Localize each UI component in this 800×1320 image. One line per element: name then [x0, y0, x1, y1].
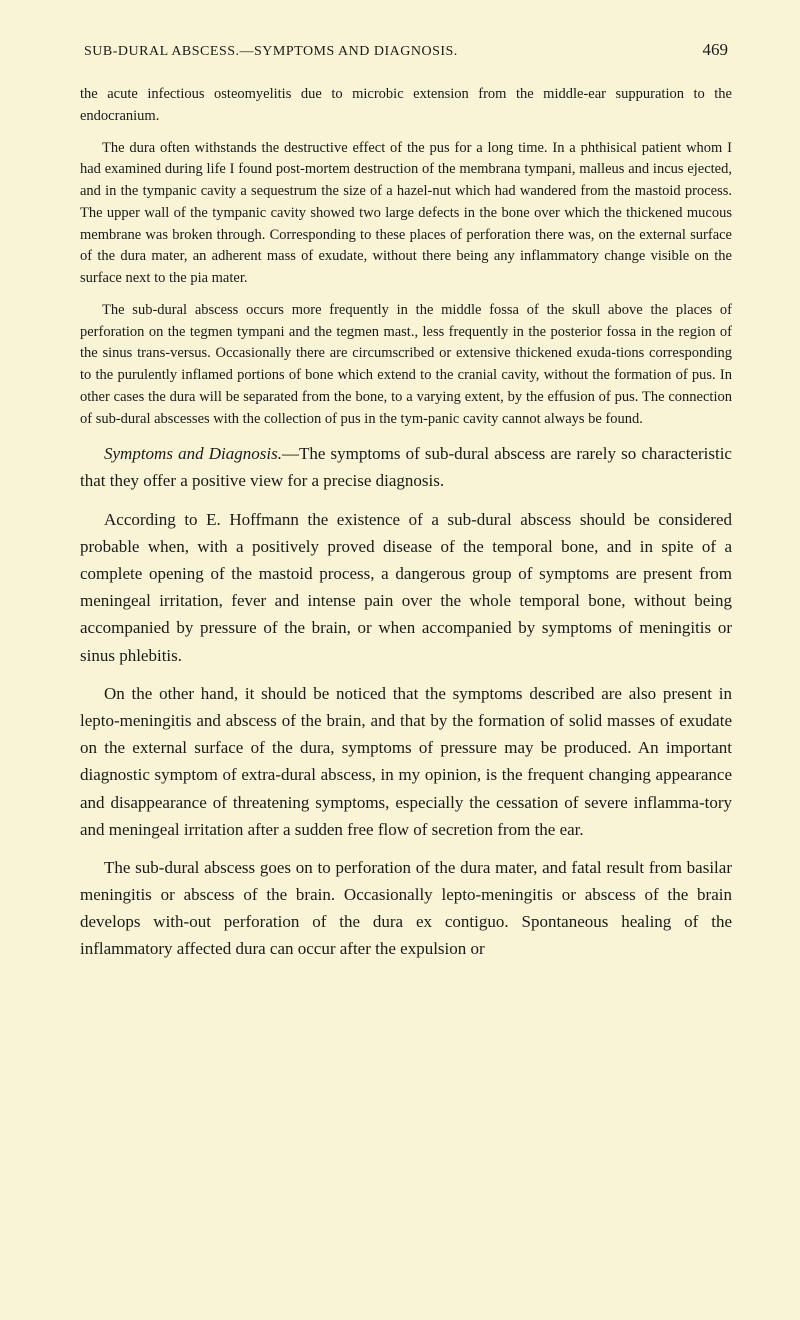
paragraph-1: the acute infectious osteomyelitis due t… [80, 84, 732, 128]
paragraph-7: The sub-dural abscess goes on to perfora… [80, 854, 732, 963]
paragraph-2: The dura often withstands the destructiv… [80, 138, 732, 290]
paragraph-4: Symptoms and Diagnosis.—The symptoms of … [80, 440, 732, 494]
page-header: SUB-DURAL ABSCESS.—SYMPTOMS AND DIAGNOSI… [80, 40, 732, 60]
paragraph-6: On the other hand, it should be noticed … [80, 680, 732, 843]
paragraph-3: The sub-dural abscess occurs more freque… [80, 300, 732, 431]
symptoms-diagnosis-heading: Symptoms and Diagnosis. [104, 444, 282, 463]
paragraph-5: According to E. Hoffmann the existence o… [80, 506, 732, 669]
page-number: 469 [703, 40, 729, 60]
header-title: SUB-DURAL ABSCESS.—SYMPTOMS AND DIAGNOSI… [84, 44, 458, 60]
